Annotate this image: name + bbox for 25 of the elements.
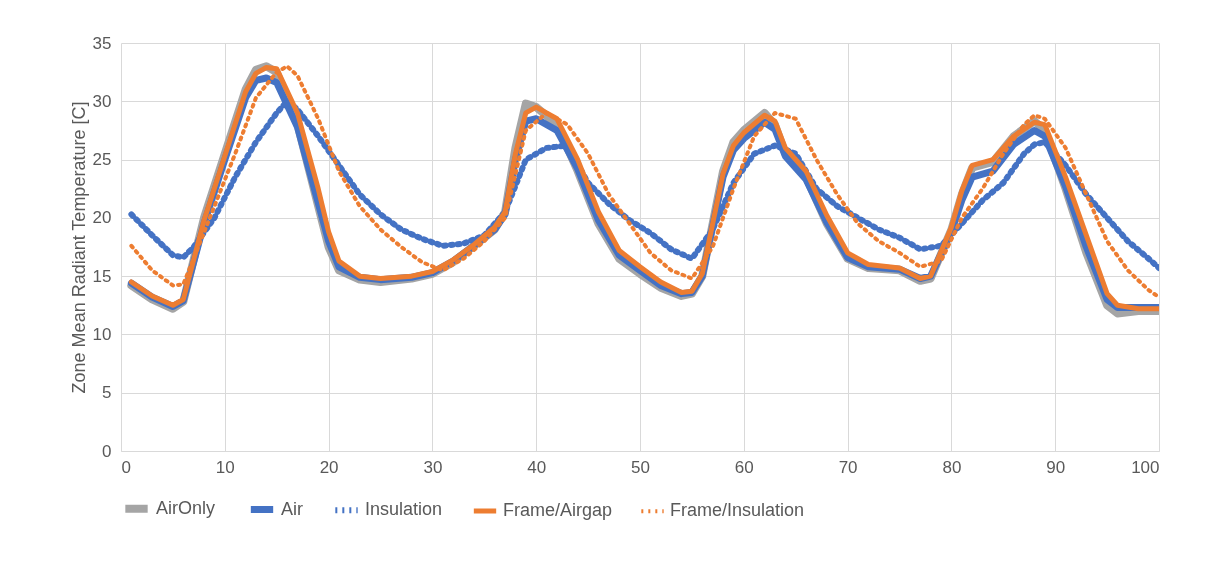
legend-label: Insulation	[365, 499, 443, 520]
y-tick-label: 5	[102, 383, 112, 403]
y-tick-label: 25	[92, 150, 112, 170]
y-tick-label: 35	[92, 33, 112, 53]
y-tick-label: 10	[92, 324, 112, 344]
x-tick-label: 100	[1131, 457, 1160, 477]
x-tick-label: 40	[527, 457, 547, 477]
x-tick-label: 60	[734, 457, 754, 477]
x-tick-label: 30	[423, 457, 443, 477]
x-tick-label: 70	[838, 457, 858, 477]
y-tick-label: 20	[92, 208, 112, 228]
y-axis-title: Zone Mean Radiant Temperature [C]	[68, 101, 89, 394]
y-tick-label: 30	[92, 91, 112, 111]
legend-label: Frame/Insulation	[670, 500, 805, 521]
x-tick-label: 50	[631, 457, 650, 477]
legend-label: AirOnly	[156, 497, 216, 518]
x-tick-label: 80	[942, 457, 962, 477]
legend-label: Air	[281, 498, 303, 519]
x-tick-label: 0	[121, 457, 131, 477]
x-tick-label: 20	[319, 457, 339, 477]
y-tick-label: 15	[92, 266, 112, 286]
legend-label: Frame/Airgap	[503, 500, 613, 520]
x-tick-label: 90	[1046, 457, 1066, 477]
y-tick-label: 0	[102, 441, 112, 461]
x-tick-label: 10	[215, 457, 235, 477]
